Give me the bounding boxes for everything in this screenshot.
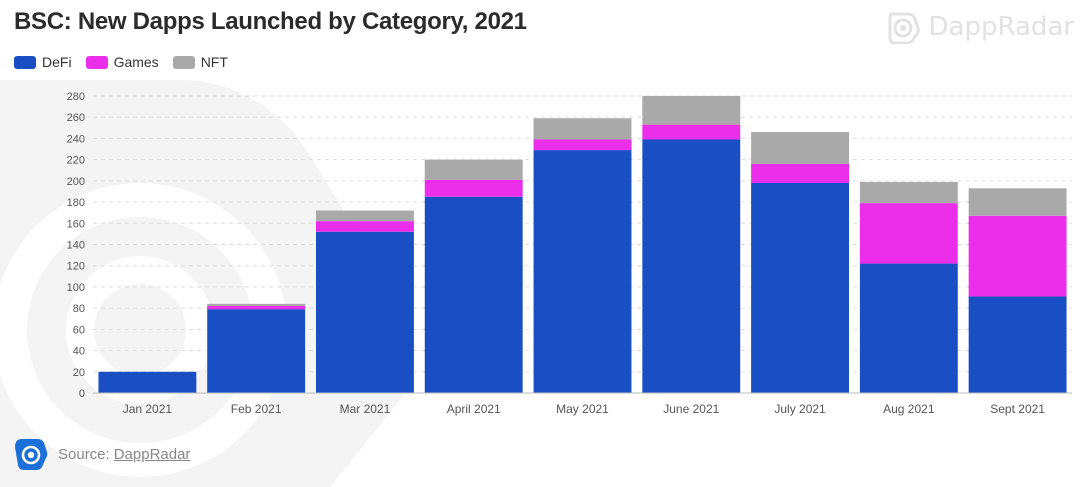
bar-games — [533, 139, 632, 151]
bar-nft — [315, 210, 414, 222]
y-tick-label: 40 — [73, 346, 85, 358]
brand-logo: DappRadar — [886, 10, 1074, 44]
legend-swatch-games — [85, 55, 108, 69]
y-tick-label: 120 — [67, 261, 85, 273]
y-tick-label: 240 — [67, 133, 85, 145]
legend-item-defi[interactable]: DeFi — [14, 54, 72, 70]
bar-defi — [98, 371, 197, 393]
y-tick-label: 180 — [67, 197, 85, 209]
bar-nft — [642, 96, 741, 125]
bar-nft — [207, 303, 306, 307]
bar-games — [642, 124, 741, 140]
bar-nft — [859, 181, 958, 204]
y-tick-label: 100 — [67, 282, 85, 294]
dappradar-badge-icon — [15, 439, 48, 470]
y-tick-label: 280 — [67, 91, 85, 103]
x-tick-label: Jan 2021 — [123, 402, 173, 416]
bar-nft — [751, 132, 850, 164]
y-tick-label: 0 — [79, 388, 85, 400]
legend-label-defi: DeFi — [42, 54, 72, 70]
bar-defi — [968, 296, 1067, 393]
y-tick-label: 140 — [67, 240, 85, 252]
source-label: Source: — [58, 445, 110, 463]
legend-swatch-defi — [14, 55, 36, 69]
legend-label-games: Games — [113, 54, 159, 70]
x-tick-label: Mar 2021 — [340, 402, 391, 416]
legend-label-nft: NFT — [200, 54, 228, 70]
bar-games — [315, 221, 414, 232]
bar-defi — [207, 309, 306, 393]
brand-name: DappRadar — [928, 12, 1074, 42]
bar-defi — [533, 150, 632, 393]
y-tick-label: 20 — [73, 367, 85, 379]
y-tick-label: 200 — [67, 176, 85, 188]
legend-item-games[interactable]: Games — [85, 54, 159, 70]
x-tick-label: July 2021 — [774, 402, 826, 416]
bar-nft — [424, 159, 523, 180]
bar-defi — [642, 139, 741, 393]
legend-swatch-nft — [172, 55, 195, 69]
chart-legend: DeFi Games NFT — [14, 54, 228, 70]
chart-title: BSC: New Dapps Launched by Category, 202… — [14, 8, 527, 35]
bar-nft — [533, 118, 632, 140]
bar-defi — [424, 196, 523, 393]
bar-defi — [315, 231, 414, 393]
legend-item-nft[interactable]: NFT — [172, 54, 228, 70]
dappradar-icon — [888, 12, 921, 44]
bar-nft — [968, 188, 1067, 216]
x-tick-label: June 2021 — [663, 402, 719, 416]
source-link[interactable]: DappRadar — [113, 445, 191, 463]
bar-games — [968, 215, 1067, 297]
x-tick-label: Aug 2021 — [883, 402, 935, 416]
bar-defi — [751, 182, 850, 393]
y-tick-label: 80 — [73, 303, 85, 315]
y-tick-label: 60 — [73, 324, 85, 336]
x-tick-label: May 2021 — [556, 402, 609, 416]
x-tick-label: Feb 2021 — [231, 402, 282, 416]
bar-games — [424, 179, 523, 197]
source-footer: Source: DappRadar — [14, 437, 190, 471]
bar-games — [751, 163, 850, 183]
y-tick-label: 220 — [67, 155, 85, 167]
bar-games — [207, 306, 306, 310]
y-tick-label: 160 — [67, 218, 85, 230]
x-tick-label: April 2021 — [447, 402, 501, 416]
bar-games — [859, 203, 958, 264]
bar-defi — [859, 263, 958, 393]
x-tick-label: Sept 2021 — [990, 402, 1045, 416]
y-tick-label: 260 — [67, 112, 85, 124]
